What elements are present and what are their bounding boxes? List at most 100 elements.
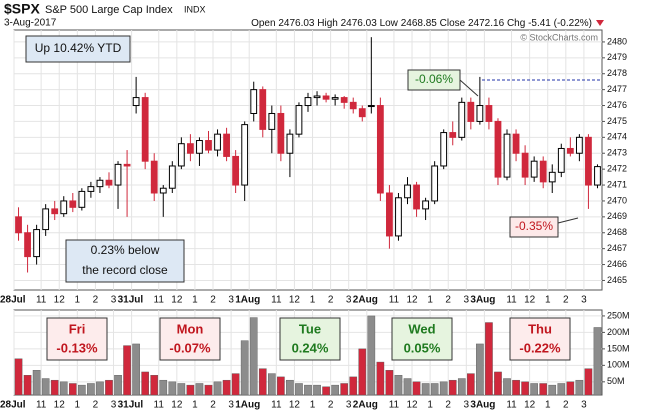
y-tick-label: 250M [607,310,630,320]
x-tick-label: 12 [54,295,66,306]
day-change: -0.22% [519,340,561,355]
candle-body [566,147,574,154]
y-tick-label: 2468 [607,227,627,237]
volume-bar [222,379,231,396]
volume-bar [132,343,140,396]
y-tick-label: 2465 [607,275,627,285]
x-tick-label: 2Aug [353,295,378,306]
candle-body [132,97,140,107]
day-box [279,317,341,361]
volume-bar [403,378,412,396]
candle-body [33,229,41,258]
x-tick-label: 12 [54,400,66,411]
quote-label: High [317,18,338,29]
candle-body [24,232,31,258]
candle-body [503,133,511,178]
volume-bar [87,383,95,396]
volume-bar [457,378,466,396]
candle-body [594,166,601,186]
candle-body [395,197,402,237]
x-tick-label: 12 [171,295,183,306]
candle-body [386,192,393,237]
exchange: INDX [184,4,206,14]
candle-body [358,108,366,118]
x-tick-label: 3 [581,295,587,306]
volume-bar [575,379,584,396]
x-tick-label: 1 [75,400,81,411]
x-tick-label: 11 [36,295,47,306]
volume-bar [68,383,77,396]
x-tick-label: 1 [75,295,81,306]
day-change: 0.05% [404,340,441,355]
quote-value: 2476.03 [278,18,315,29]
volume-bar [340,383,349,396]
candle-body [69,200,77,208]
candle-body [187,143,194,154]
candle-body [349,101,357,110]
y-tick-label: 2477 [607,84,627,94]
symbol: $SPX [4,1,40,17]
quote-value: 2472.16 [468,18,505,29]
x-tick-label: 28Jul [0,400,26,411]
x-tick-label: 1 [427,295,433,306]
volume-bar [23,375,32,396]
volume-bar [476,343,484,396]
annotation-box [407,69,461,91]
annotation: 0.23% below [91,243,160,257]
day-box [159,317,221,361]
candle-body [521,152,529,178]
x-tick-label: 3Aug [470,295,495,306]
x-tick-label: 12 [289,400,301,411]
annotation: the record close [82,263,168,277]
x-tick-label: 11 [271,400,282,411]
annotation-arrow [557,217,579,224]
volume-bar [331,384,339,396]
candle-body [268,112,276,130]
x-tick-label: 31Jul [118,400,144,411]
volume-bar [141,371,149,396]
volume-bar [313,384,321,396]
volume-bar [96,381,104,396]
volume-bar [286,379,294,396]
x-tick-label: 3 [111,295,117,306]
candle-body [159,187,167,194]
candle-body [241,124,249,186]
volume-bar [349,376,358,396]
y-tick-label: 2471 [607,179,627,189]
volume-bar [521,381,529,396]
x-tick-label: 1 [545,400,551,411]
x-tick-label: 12 [524,295,536,306]
x-tick-label: 11 [154,295,165,306]
day-label: Thu [528,321,552,336]
volume-bar [421,383,430,396]
quote-label: Open [251,18,275,29]
day-label: Mon [177,321,204,336]
candle-body [42,208,50,231]
volume-bar [584,368,593,396]
candle-body [548,171,556,183]
x-tick-label: 3 [111,400,117,411]
y-tick-label: 2472 [607,164,627,174]
date: 3-Aug-2017 [4,18,57,29]
volume-bar [186,384,195,396]
x-tick-label: 3Aug [470,400,495,411]
candle-body [476,105,484,122]
x-tick-label: 11 [506,295,517,306]
candle-body [557,147,565,173]
volume-bar [240,340,249,396]
x-tick-label: 2 [563,295,569,306]
x-tick-label: 3 [464,400,470,411]
x-tick-label: 12 [406,295,418,306]
x-tick-label: 11 [389,400,400,411]
x-tick-label: 2 [93,400,99,411]
x-tick-label: 11 [389,295,400,306]
x-tick-label: 1 [427,400,433,411]
candle-body [413,184,420,210]
volume-bar [295,383,303,396]
candle-body [286,133,294,154]
annotation: Up 10.42% YTD [35,41,122,55]
candle-body [575,136,583,154]
volume-bar [258,368,267,396]
x-tick-label: 2Aug [353,400,378,411]
candle-body [422,200,429,210]
